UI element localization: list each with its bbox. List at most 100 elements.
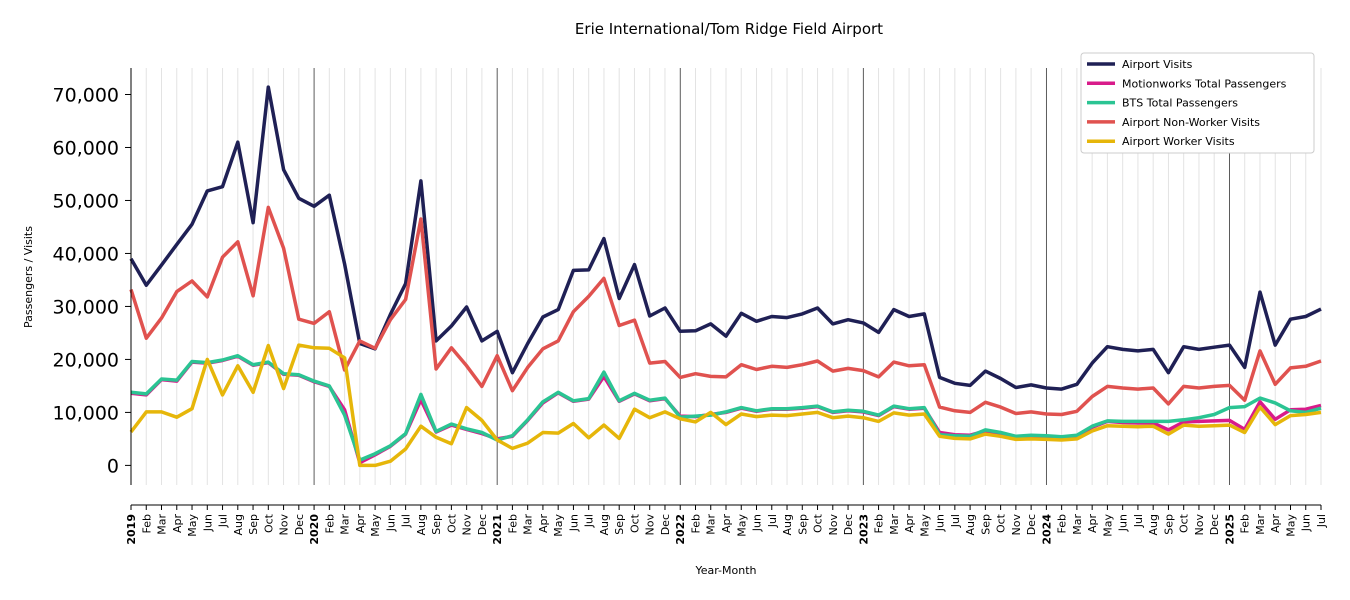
x-tick-month-label: Nov bbox=[827, 514, 840, 536]
x-tick-month-label: Apr bbox=[903, 514, 916, 534]
x-tick-month-label: Nov bbox=[1010, 514, 1023, 536]
x-tick-month-label: Mar bbox=[1071, 514, 1084, 535]
x-tick-month-label: Jun bbox=[384, 514, 397, 532]
x-tick-year-label: 2020 bbox=[308, 514, 321, 545]
x-tick-month-label: Apr bbox=[1086, 514, 1099, 534]
x-tick-year-label: 2022 bbox=[674, 514, 687, 545]
x-tick-month-label: May bbox=[1101, 514, 1114, 537]
legend-label: Motionworks Total Passengers bbox=[1122, 77, 1287, 90]
legend-box bbox=[1080, 52, 1315, 154]
x-tick-month-label: Jun bbox=[751, 514, 764, 532]
legend: Airport Visits Motionworks Total Passenge… bbox=[1080, 52, 1315, 154]
x-tick-month-label: Sep bbox=[1162, 514, 1175, 535]
legend-label: Airport Non-Worker Visits bbox=[1122, 116, 1260, 129]
x-tick-month-label: May bbox=[735, 514, 748, 537]
series-line-airport-visits bbox=[129, 85, 1322, 391]
x-tick-month-label: Oct bbox=[812, 513, 825, 533]
legend-label: Airport Worker Visits bbox=[1122, 135, 1235, 148]
x-tick-month-label: Dec bbox=[842, 514, 855, 535]
x-tick-month-label: Jul bbox=[583, 514, 596, 528]
y-tick-label: 50,000 bbox=[53, 190, 119, 212]
x-tick-month-label: Dec bbox=[476, 514, 489, 535]
chart-title: Erie International/Tom Ridge Field Airpo… bbox=[575, 20, 883, 38]
x-tick-month-label: Oct bbox=[1178, 513, 1191, 533]
y-tick-label: 30,000 bbox=[53, 296, 119, 318]
x-tick-month-label: Jul bbox=[766, 514, 779, 528]
x-tick-year-label: 2023 bbox=[857, 514, 870, 545]
x-tick-month-label: Jul bbox=[949, 514, 962, 528]
x-tick-month-label: Nov bbox=[461, 514, 474, 536]
series-line-airport-worker-visits bbox=[129, 343, 1322, 468]
x-tick-month-label: Apr bbox=[1269, 514, 1282, 534]
x-tick-month-label: Oct bbox=[995, 513, 1008, 533]
x-tick-month-label: Apr bbox=[720, 514, 733, 534]
y-tick-label: 20,000 bbox=[53, 349, 119, 371]
y-tick-label: 10,000 bbox=[53, 402, 119, 424]
x-tick-month-label: Feb bbox=[1239, 514, 1252, 533]
series-line-airport-non-worker-visits bbox=[129, 205, 1322, 417]
x-tick-month-label: Oct bbox=[262, 513, 275, 533]
x-tick-month-label: Feb bbox=[140, 514, 153, 533]
x-tick-month-label: Mar bbox=[156, 514, 169, 535]
x-tick-month-label: Mar bbox=[1254, 514, 1267, 535]
x-tick-month-label: Dec bbox=[659, 514, 672, 535]
x-tick-month-label: Jun bbox=[1300, 514, 1313, 532]
x-tick-month-label: Jun bbox=[934, 514, 947, 532]
x-tick-month-label: Oct bbox=[445, 513, 458, 533]
x-tick-month-label: May bbox=[186, 514, 199, 537]
x-tick-month-label: Feb bbox=[873, 514, 886, 533]
x-tick-year-label: 2024 bbox=[1040, 514, 1053, 545]
x-tick-month-label: Oct bbox=[628, 513, 641, 533]
x-tick-month-label: Sep bbox=[796, 514, 809, 535]
x-tick-month-label: Dec bbox=[1025, 514, 1038, 535]
x-tick-month-label: Jul bbox=[1132, 514, 1145, 528]
x-tick-month-label: May bbox=[1284, 514, 1297, 537]
legend-label: Airport Visits bbox=[1122, 58, 1193, 71]
x-tick-month-label: Aug bbox=[1147, 514, 1160, 535]
x-tick-month-label: Jul bbox=[217, 514, 230, 528]
x-tick-month-label: Sep bbox=[430, 514, 443, 535]
x-tick-month-label: Nov bbox=[644, 514, 657, 536]
x-tick-month-label: Jun bbox=[567, 514, 580, 532]
x-tick-month-label: Aug bbox=[415, 514, 428, 535]
x-tick-month-label: Feb bbox=[323, 514, 336, 533]
x-tick-month-label: Mar bbox=[705, 514, 718, 535]
x-tick-month-label: Mar bbox=[339, 514, 352, 535]
x-tick-month-label: Sep bbox=[613, 514, 626, 535]
x-tick-month-label: Dec bbox=[293, 514, 306, 535]
y-tick-label: 60,000 bbox=[53, 137, 119, 159]
x-tick-month-label: Aug bbox=[964, 514, 977, 535]
x-tick-month-label: Aug bbox=[781, 514, 794, 535]
x-tick-year-label: 2025 bbox=[1223, 514, 1236, 545]
x-tick-month-label: Feb bbox=[689, 514, 702, 533]
y-axis-label: Passengers / Visits bbox=[22, 226, 35, 328]
x-tick-month-label: Feb bbox=[1056, 514, 1069, 533]
x-tick-month-label: Aug bbox=[598, 514, 611, 535]
x-tick-year-label: 2021 bbox=[491, 514, 504, 545]
x-tick-month-label: May bbox=[369, 514, 382, 537]
x-tick-month-label: Aug bbox=[232, 514, 245, 535]
x-tick-month-label: Nov bbox=[278, 514, 291, 536]
x-tick-month-label: Sep bbox=[979, 514, 992, 535]
x-tick-month-label: Sep bbox=[247, 514, 260, 535]
y-tick-label: 0 bbox=[107, 455, 119, 477]
x-tick-month-label: Dec bbox=[1208, 514, 1221, 535]
x-tick-month-label: Apr bbox=[171, 514, 184, 534]
x-tick-month-label: Apr bbox=[354, 514, 367, 534]
x-tick-month-label: Jun bbox=[1117, 514, 1130, 532]
x-tick-month-label: Jul bbox=[1315, 514, 1328, 528]
x-tick-year-label: 2019 bbox=[125, 514, 138, 545]
series-line-bts-total-passengers bbox=[130, 353, 1322, 462]
y-tick-label: 40,000 bbox=[53, 243, 119, 265]
x-tick-month-label: May bbox=[918, 514, 931, 537]
x-tick-month-label: May bbox=[552, 514, 565, 537]
x-tick-month-label: Mar bbox=[522, 514, 535, 535]
y-tick-label: 70,000 bbox=[53, 84, 119, 106]
legend-label: BTS Total Passengers bbox=[1122, 97, 1238, 110]
axes: 0 10,000 20,000 30,000 40,000 50,000 60,000 70,… bbox=[53, 68, 1328, 545]
x-tick-month-label: Jul bbox=[400, 514, 413, 528]
x-tick-month-label: Feb bbox=[506, 514, 519, 533]
x-tick-month-label: Apr bbox=[537, 514, 550, 534]
series-lines bbox=[129, 85, 1322, 468]
